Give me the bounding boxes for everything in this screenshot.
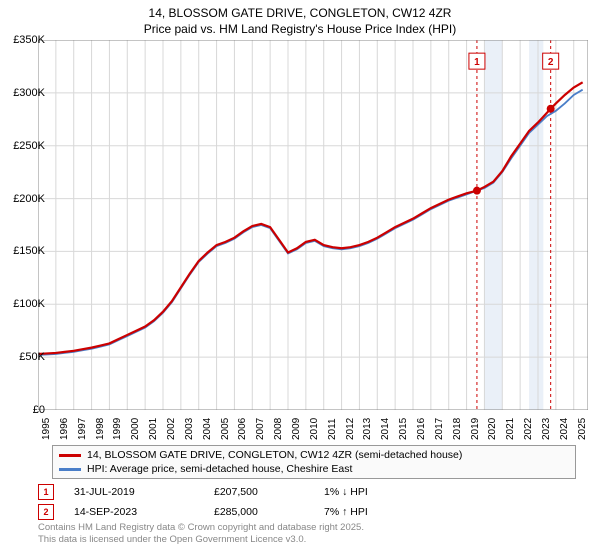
transaction-date: 31-JUL-2019	[74, 486, 194, 498]
title-line1: 14, BLOSSOM GATE DRIVE, CONGLETON, CW12 …	[0, 6, 600, 22]
x-axis-tick: 1997	[77, 418, 88, 440]
x-axis-tick: 2020	[487, 418, 498, 440]
x-axis-tick: 2003	[184, 418, 195, 440]
x-axis-tick: 2002	[166, 418, 177, 440]
x-axis-tick: 2005	[220, 418, 231, 440]
chart-title: 14, BLOSSOM GATE DRIVE, CONGLETON, CW12 …	[0, 0, 600, 37]
legend: 14, BLOSSOM GATE DRIVE, CONGLETON, CW12 …	[52, 445, 576, 479]
y-axis-tick: £100K	[13, 298, 45, 310]
x-axis-tick: 2019	[470, 418, 481, 440]
transaction-delta: 7% ↑ HPI	[324, 506, 404, 518]
transaction-date: 14-SEP-2023	[74, 506, 194, 518]
transaction-price: £285,000	[214, 506, 304, 518]
legend-swatch	[59, 454, 81, 457]
x-axis-tick: 2001	[148, 418, 159, 440]
x-axis-tick: 2007	[255, 418, 266, 440]
x-axis-tick: 1996	[59, 418, 70, 440]
x-axis-tick: 2022	[523, 418, 534, 440]
x-axis-tick: 1995	[41, 418, 52, 440]
footer-line1: Contains HM Land Registry data © Crown c…	[38, 522, 364, 534]
footer-line2: This data is licensed under the Open Gov…	[38, 534, 364, 546]
x-axis-tick: 2016	[416, 418, 427, 440]
x-axis-tick: 2023	[541, 418, 552, 440]
x-axis-tick: 2025	[577, 418, 588, 440]
y-axis-tick: £150K	[13, 245, 45, 257]
x-axis-tick: 2024	[559, 418, 570, 440]
x-axis-tick: 2015	[398, 418, 409, 440]
legend-item: HPI: Average price, semi-detached house,…	[59, 462, 569, 476]
svg-text:1: 1	[474, 57, 480, 68]
y-axis-tick: £250K	[13, 140, 45, 152]
transaction-delta: 1% ↓ HPI	[324, 486, 404, 498]
x-axis-tick: 2010	[309, 418, 320, 440]
transaction-price: £207,500	[214, 486, 304, 498]
legend-label: 14, BLOSSOM GATE DRIVE, CONGLETON, CW12 …	[87, 449, 462, 461]
x-axis-tick: 2013	[362, 418, 373, 440]
transaction-row: 1 31-JUL-2019 £207,500 1% ↓ HPI	[38, 482, 578, 502]
x-axis-tick: 1998	[95, 418, 106, 440]
x-axis-tick: 2014	[380, 418, 391, 440]
x-axis-tick: 2008	[273, 418, 284, 440]
transaction-marker: 1	[38, 484, 54, 500]
x-axis-tick: 2012	[345, 418, 356, 440]
price-chart: 12	[38, 40, 588, 410]
x-axis-tick: 2009	[291, 418, 302, 440]
footer-attribution: Contains HM Land Registry data © Crown c…	[38, 522, 364, 547]
title-line2: Price paid vs. HM Land Registry's House …	[0, 22, 600, 38]
transaction-marker: 2	[38, 504, 54, 520]
transactions-table: 1 31-JUL-2019 £207,500 1% ↓ HPI 2 14-SEP-2023…	[38, 482, 578, 522]
legend-item: 14, BLOSSOM GATE DRIVE, CONGLETON, CW12 …	[59, 448, 569, 462]
x-axis-tick: 1999	[112, 418, 123, 440]
x-axis-tick: 2006	[237, 418, 248, 440]
svg-text:2: 2	[548, 57, 554, 68]
y-axis-tick: £200K	[13, 193, 45, 205]
x-axis-tick: 2000	[130, 418, 141, 440]
x-axis-tick: 2018	[452, 418, 463, 440]
y-axis-tick: £50K	[19, 351, 45, 363]
x-axis-tick: 2017	[434, 418, 445, 440]
x-axis-tick: 2021	[505, 418, 516, 440]
y-axis-tick: £0	[33, 404, 45, 416]
transaction-row: 2 14-SEP-2023 £285,000 7% ↑ HPI	[38, 502, 578, 522]
x-axis-tick: 2011	[327, 418, 338, 440]
y-axis-tick: £300K	[13, 87, 45, 99]
legend-swatch	[59, 468, 81, 471]
y-axis-tick: £350K	[13, 34, 45, 46]
x-axis-tick: 2004	[202, 418, 213, 440]
legend-label: HPI: Average price, semi-detached house,…	[87, 463, 352, 475]
